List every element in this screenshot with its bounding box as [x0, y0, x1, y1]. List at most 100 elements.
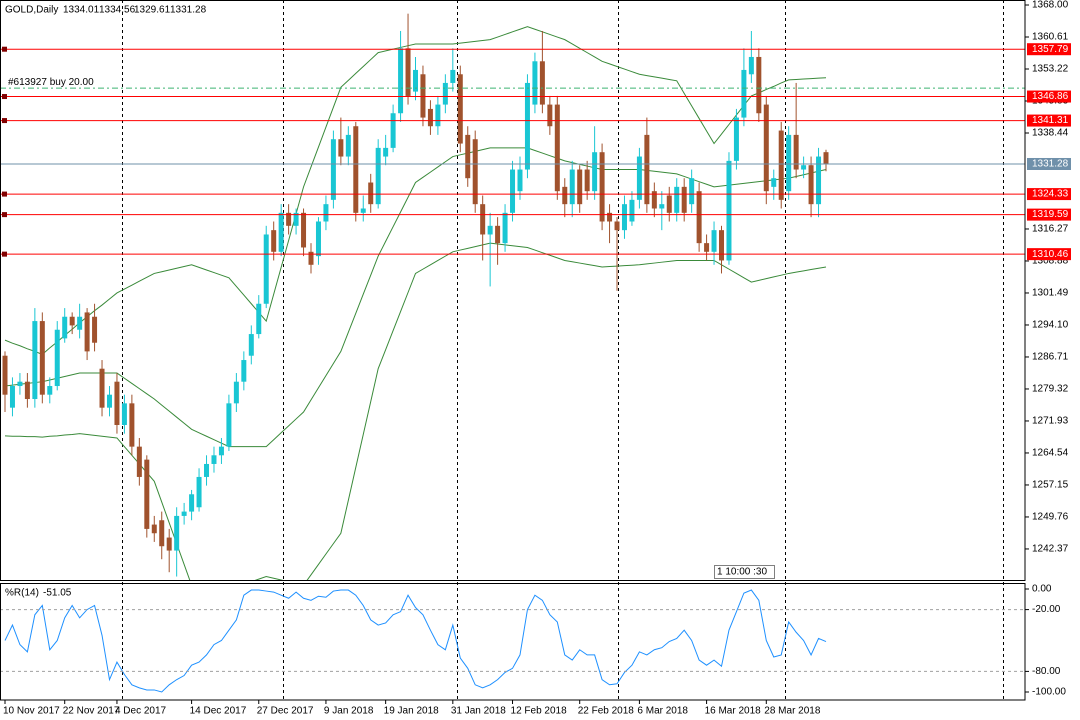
candle-body — [286, 212, 292, 226]
candle-body — [2, 355, 8, 395]
candle-body — [368, 182, 374, 205]
level-price-label: 1324.33 — [1032, 189, 1069, 200]
candle-body — [17, 381, 23, 387]
candle-body — [524, 82, 530, 170]
indicator-title: %R(14) — [5, 588, 39, 599]
candle-body — [323, 204, 329, 222]
candle-body — [263, 234, 269, 304]
bid-price-label: 1331.28 — [1032, 159, 1069, 170]
y-tick-label: 1242.37 — [1032, 544, 1069, 555]
candle-body — [442, 82, 448, 105]
candle-body — [554, 104, 560, 192]
candle-body — [539, 61, 545, 105]
level-price-box — [1027, 43, 1071, 56]
main-pane: #613927 buy 20.00 — [0, 13, 1025, 580]
candle-body — [808, 165, 814, 205]
candle-body — [748, 56, 754, 75]
indicator-y-tick-label: -100.00 — [1032, 687, 1066, 698]
candle-body — [69, 316, 75, 326]
level-price-label: 1310.46 — [1032, 249, 1069, 260]
candle-body — [435, 104, 441, 127]
candle-body — [704, 243, 710, 252]
candle-body — [786, 134, 792, 192]
candle-body — [420, 74, 426, 118]
candle-body — [696, 191, 702, 244]
candle-body — [495, 225, 501, 244]
candle-body — [659, 204, 665, 209]
y-tick-label: 1360.61 — [1032, 32, 1069, 43]
candle-body — [159, 520, 165, 547]
candle-body — [741, 69, 747, 118]
candle-body — [644, 134, 650, 205]
candle-body — [129, 403, 135, 447]
candle-body — [47, 386, 53, 395]
x-tick-label: 6 Mar 2018 — [637, 706, 688, 717]
candle-body — [816, 156, 822, 205]
candle-body — [487, 225, 493, 235]
x-tick-label: 14 Dec 2017 — [190, 706, 247, 717]
candle-body — [121, 403, 127, 425]
indicator-y-tick-label: -80.00 — [1032, 666, 1061, 677]
y-tick-label: 1271.93 — [1032, 416, 1069, 427]
candle-body — [136, 446, 142, 477]
candle-body — [726, 160, 732, 261]
x-tick-label: 19 Jan 2018 — [384, 706, 439, 717]
candle-body — [241, 360, 247, 382]
level-price-label: 1346.86 — [1032, 91, 1069, 102]
ohlc-high: 1334.56 — [99, 5, 136, 16]
candle-body — [756, 56, 762, 114]
candle-body — [39, 321, 45, 395]
indicator-frame — [0, 583, 1026, 701]
candle-body — [375, 147, 381, 205]
candle-body — [651, 191, 657, 209]
x-tick-label: 22 Feb 2018 — [578, 706, 635, 717]
ohlc-low: 1329.61 — [134, 5, 171, 16]
y-tick-label: 1294.10 — [1032, 320, 1069, 331]
candle-body — [92, 316, 98, 343]
candle-body — [390, 113, 396, 148]
candle-body — [151, 524, 157, 534]
candle-body — [345, 134, 351, 157]
candle-body — [577, 169, 583, 205]
x-tick-label: 12 Feb 2018 — [511, 706, 568, 717]
x-tick-label: 4 Dec 2017 — [115, 706, 167, 717]
y-tick-label: 1286.71 — [1032, 352, 1069, 363]
candle-body — [636, 156, 642, 200]
level-anchor — [2, 212, 7, 218]
x-tick-label: 28 Mar 2018 — [764, 706, 821, 717]
candle-body — [510, 169, 516, 213]
candle-body — [547, 104, 553, 127]
candle-body — [733, 117, 739, 161]
candle-body — [599, 152, 605, 222]
candle-body — [763, 104, 769, 192]
candle-body — [278, 212, 284, 252]
y-tick-label: 1301.49 — [1032, 288, 1069, 299]
candle-body — [532, 61, 538, 105]
indicator-y-tick-label: 0.00 — [1032, 584, 1052, 595]
level-price-box — [1027, 208, 1071, 221]
candle-body — [301, 212, 307, 248]
y-tick-label: 1249.76 — [1032, 512, 1069, 523]
candle-body — [584, 169, 590, 192]
y-tick-label: 1257.15 — [1032, 480, 1069, 491]
candle-body — [674, 186, 680, 213]
candle-body — [621, 204, 627, 231]
y-tick-label: 1279.32 — [1032, 384, 1069, 395]
level-anchor — [2, 94, 7, 100]
candle-body — [450, 69, 456, 83]
candle-body — [271, 230, 277, 252]
bollinger-band — [4, 26, 827, 355]
x-tick-label: 27 Dec 2017 — [257, 706, 314, 717]
candle-body — [99, 368, 105, 408]
candle-body — [569, 169, 575, 205]
candle-body — [614, 221, 620, 231]
candle-body — [465, 134, 471, 179]
candle-body — [293, 212, 299, 226]
candle-body — [480, 204, 486, 235]
candle-body — [793, 134, 799, 170]
candle-body — [360, 208, 366, 213]
candle-body — [711, 230, 717, 252]
candle-body — [457, 74, 463, 144]
